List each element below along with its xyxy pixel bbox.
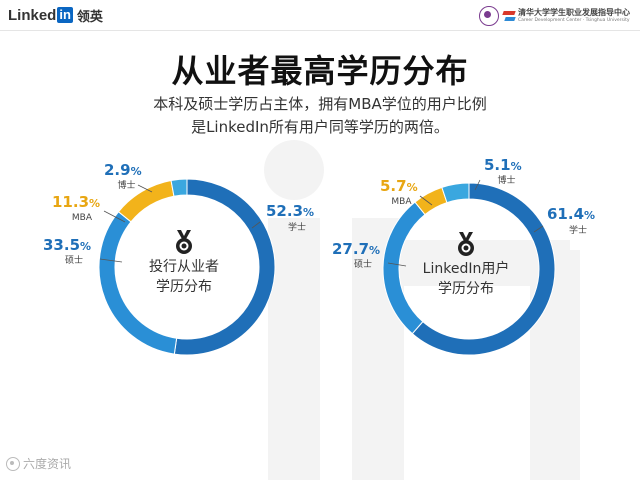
partner-subname: Career Development Center · Tsinghua Uni…	[518, 17, 630, 23]
data-label-value: 61.4	[547, 205, 584, 223]
center-label-line-1: 投行从业者	[149, 259, 219, 275]
credit-text: 六度资讯	[23, 457, 72, 471]
data-label-value: 5.1	[484, 156, 511, 174]
leader-line-3	[419, 195, 433, 206]
donut-slice-4	[170, 178, 188, 197]
donut-chart-2: 61.4%学士27.7%硕士5.7%MBA5.1%博士LinkedIn用户学历分…	[332, 156, 595, 356]
data-label-value: 33.5	[43, 236, 80, 254]
data-label-unit: %	[511, 160, 522, 173]
data-label-1: 61.4%	[547, 205, 595, 223]
subtitle-line1: 本科及硕士学历占主体，拥有MBA学位的用户比例	[153, 95, 487, 113]
university-seal-icon	[479, 6, 499, 26]
medal-icon	[176, 230, 192, 254]
leader-line-4	[474, 179, 481, 191]
partner-logo: 清华大学学生职业发展指导中心 Career Development Center…	[479, 5, 630, 27]
category-label-4: 博士	[117, 179, 135, 191]
data-label-4: 2.9%	[104, 161, 142, 179]
data-label-2: 27.7%	[332, 240, 380, 258]
category-label-2: 硕士	[65, 254, 83, 266]
donut-slice-4	[441, 182, 470, 204]
center-label-line-2: 学历分布	[156, 279, 212, 295]
leader-line-1	[251, 221, 261, 229]
category-label-4: 博士	[497, 174, 515, 186]
leader-line-2	[99, 258, 123, 263]
category-label-3: MBA	[391, 197, 412, 207]
leader-line-3	[103, 210, 126, 223]
data-label-unit: %	[131, 165, 142, 178]
data-label-unit: %	[369, 244, 380, 257]
header-divider	[0, 30, 640, 31]
brand-in-box: in	[57, 7, 73, 23]
page-title: 从业者最高学历分布	[171, 52, 469, 90]
data-label-4: 5.1%	[484, 156, 522, 174]
data-label-value: 11.3	[52, 193, 89, 211]
data-label-value: 5.7	[380, 177, 407, 195]
data-label-unit: %	[407, 181, 418, 194]
leader-line-2	[387, 262, 407, 267]
data-label-unit: %	[89, 197, 100, 210]
data-label-unit: %	[303, 206, 314, 219]
subtitle-line2: 是LinkedIn所有用户同等学历的两倍。	[191, 118, 449, 136]
data-label-2: 33.5%	[43, 236, 91, 254]
credit-logo-icon	[6, 456, 20, 471]
donut-slice-2	[382, 201, 426, 335]
category-label-1: 学士	[288, 221, 306, 233]
data-label-value: 52.3	[266, 202, 303, 220]
leader-line-4	[137, 184, 153, 193]
data-label-value: 27.7	[332, 240, 369, 258]
brand-cn: 领英	[76, 9, 103, 25]
data-label-3: 5.7%	[380, 177, 418, 195]
center-label-line-2: 学历分布	[438, 281, 494, 297]
category-label-2: 硕士	[354, 258, 372, 270]
category-label-1: 学士	[569, 224, 587, 236]
top-bar: Linked in 领英 清华大学学生职业发展指导中心 Career Devel…	[0, 0, 640, 30]
data-label-1: 52.3%	[266, 202, 314, 220]
data-label-value: 2.9	[104, 161, 131, 179]
leader-line-1	[533, 225, 544, 233]
center-label-line-1: LinkedIn用户	[423, 260, 510, 277]
linkedin-logo: Linked in 领英	[8, 5, 103, 25]
category-label-3: MBA	[72, 213, 93, 223]
data-label-unit: %	[584, 209, 595, 222]
data-label-unit: %	[80, 240, 91, 253]
data-label-3: 11.3%	[52, 193, 100, 211]
brand-word: Linked	[8, 6, 57, 24]
medal-icon	[458, 232, 474, 256]
footer-credit: 六度资讯	[6, 455, 71, 472]
partner-name: 清华大学学生职业发展指导中心	[518, 7, 630, 17]
